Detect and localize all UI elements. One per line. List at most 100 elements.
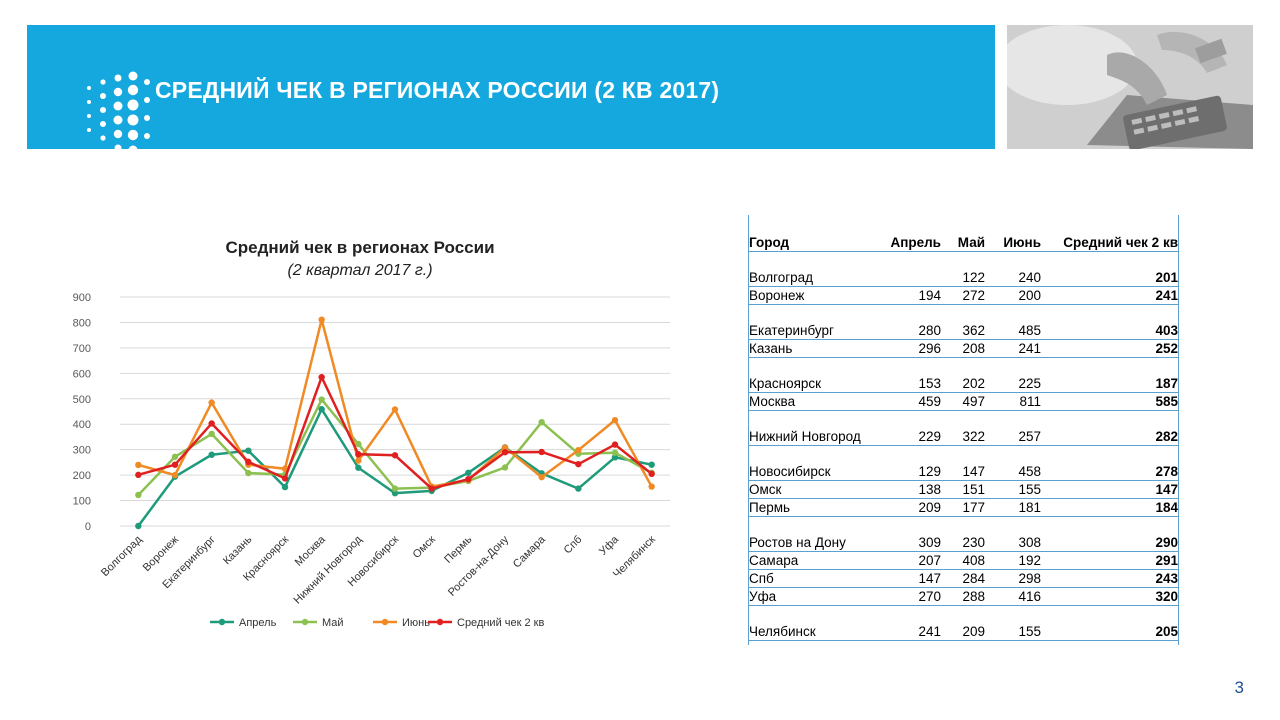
city-cell: Волгоград <box>748 251 868 287</box>
may-cell: 147 <box>942 445 986 481</box>
avg-cell: 585 <box>1042 392 1179 411</box>
payment-terminal-image <box>1007 25 1253 149</box>
city-cell: Новосибирск <box>748 445 868 481</box>
x-tick-label: Спб <box>562 534 585 557</box>
header-may: Май <box>942 215 986 252</box>
april-cell: 280 <box>868 304 942 340</box>
header-city: Город <box>748 215 868 252</box>
june-cell: 811 <box>986 392 1042 411</box>
june-cell: 155 <box>986 480 1042 499</box>
avg-cell: 187 <box>1042 357 1179 393</box>
city-cell: Ростов на Дону <box>748 516 868 552</box>
y-tick-label: 100 <box>73 496 91 508</box>
header-avg: Средний чек 2 кв <box>1042 215 1179 252</box>
city-cell: Красноярск <box>748 357 868 393</box>
data-point <box>281 475 289 482</box>
june-cell: 181 <box>986 498 1042 517</box>
june-cell: 257 <box>986 410 1042 446</box>
data-point <box>245 447 252 454</box>
june-cell: 485 <box>986 304 1042 340</box>
data-point <box>611 454 619 461</box>
may-cell: 284 <box>942 569 986 588</box>
data-point <box>465 475 472 483</box>
legend-label: Апрель <box>239 617 277 629</box>
dots-logo-icon <box>87 71 150 155</box>
may-cell: 322 <box>942 410 986 446</box>
data-point <box>465 469 472 477</box>
series-line <box>137 398 653 496</box>
april-cell: 270 <box>868 587 942 606</box>
table-header-row: Город Апрель Май Июнь Средний чек 2 кв <box>748 215 1179 252</box>
table-row: Екатеринбург 280 362 485 403 <box>748 304 1179 340</box>
avg-cell: 291 <box>1042 551 1179 570</box>
may-cell: 177 <box>942 498 986 517</box>
chart-plot-area: 0100200300400500600700800900ВолгоградВор… <box>73 292 670 629</box>
y-tick-label: 400 <box>73 419 91 431</box>
april-cell: 296 <box>868 339 942 358</box>
y-tick-label: 500 <box>73 394 91 406</box>
may-cell: 272 <box>942 286 986 305</box>
y-tick-label: 900 <box>73 292 91 304</box>
data-point <box>208 430 215 438</box>
legend-marker <box>381 618 389 626</box>
data-point <box>135 471 142 479</box>
data-point <box>538 473 545 481</box>
x-tick-label: Нижний Новгород <box>292 533 365 606</box>
data-point <box>575 446 582 454</box>
avg-cell: 403 <box>1042 304 1179 340</box>
avg-cell: 184 <box>1042 498 1179 517</box>
data-point <box>208 399 215 406</box>
table-row: Волгоград 122 240 201 <box>748 251 1179 287</box>
table-row: Уфа 270 288 416 320 <box>748 587 1179 606</box>
x-tick-label: Москва <box>293 533 329 569</box>
table-row: Ростов на Дону 309 230 308 290 <box>748 516 1179 552</box>
avg-cell: 252 <box>1042 339 1179 358</box>
data-point <box>355 451 362 458</box>
x-tick-label: Казань <box>221 533 255 567</box>
series-line <box>137 375 653 490</box>
data-point <box>135 522 142 530</box>
avg-cell: 282 <box>1042 410 1179 446</box>
june-cell: 458 <box>986 445 1042 481</box>
may-cell: 408 <box>942 551 986 570</box>
june-cell: 241 <box>986 339 1042 358</box>
data-point <box>648 483 655 490</box>
data-point <box>611 441 619 448</box>
data-point <box>501 464 509 471</box>
table-row: Пермь 209 177 181 184 <box>748 498 1179 517</box>
legend-label: Май <box>322 617 344 629</box>
table-row: Москва 459 497 811 585 <box>748 392 1179 411</box>
city-cell: Москва <box>748 392 868 411</box>
table-row: Казань 296 208 241 252 <box>748 339 1179 358</box>
y-tick-label: 600 <box>73 368 91 380</box>
city-cell: Самара <box>748 551 868 570</box>
table-row: Нижний Новгород 229 322 257 282 <box>748 410 1179 446</box>
chart-title: Средний чек в регионах России <box>225 238 495 257</box>
page-number: 3 <box>1234 678 1244 697</box>
data-point <box>281 483 289 491</box>
june-cell: 225 <box>986 357 1042 393</box>
april-cell: 309 <box>868 516 942 552</box>
may-cell: 288 <box>942 587 986 606</box>
may-cell: 122 <box>942 251 986 287</box>
april-cell: 129 <box>868 445 942 481</box>
june-cell: 298 <box>986 569 1042 588</box>
table-row: Самара 207 408 192 291 <box>748 551 1179 570</box>
april-cell: 209 <box>868 498 942 517</box>
city-cell: Челябинск <box>748 605 868 641</box>
april-cell: 147 <box>868 569 942 588</box>
data-point <box>501 449 509 456</box>
data-point <box>611 416 619 424</box>
data-point <box>538 418 545 426</box>
city-cell: Нижний Новгород <box>748 410 868 446</box>
data-point <box>355 464 362 471</box>
data-point <box>355 440 362 448</box>
city-cell: Уфа <box>748 587 868 606</box>
city-cell: Екатеринбург <box>748 304 868 340</box>
y-tick-label: 300 <box>73 445 91 457</box>
april-cell: 194 <box>868 286 942 305</box>
series-line <box>137 318 653 488</box>
avg-cell: 243 <box>1042 569 1179 588</box>
data-point <box>245 458 252 466</box>
x-tick-label: Омск <box>411 534 438 561</box>
